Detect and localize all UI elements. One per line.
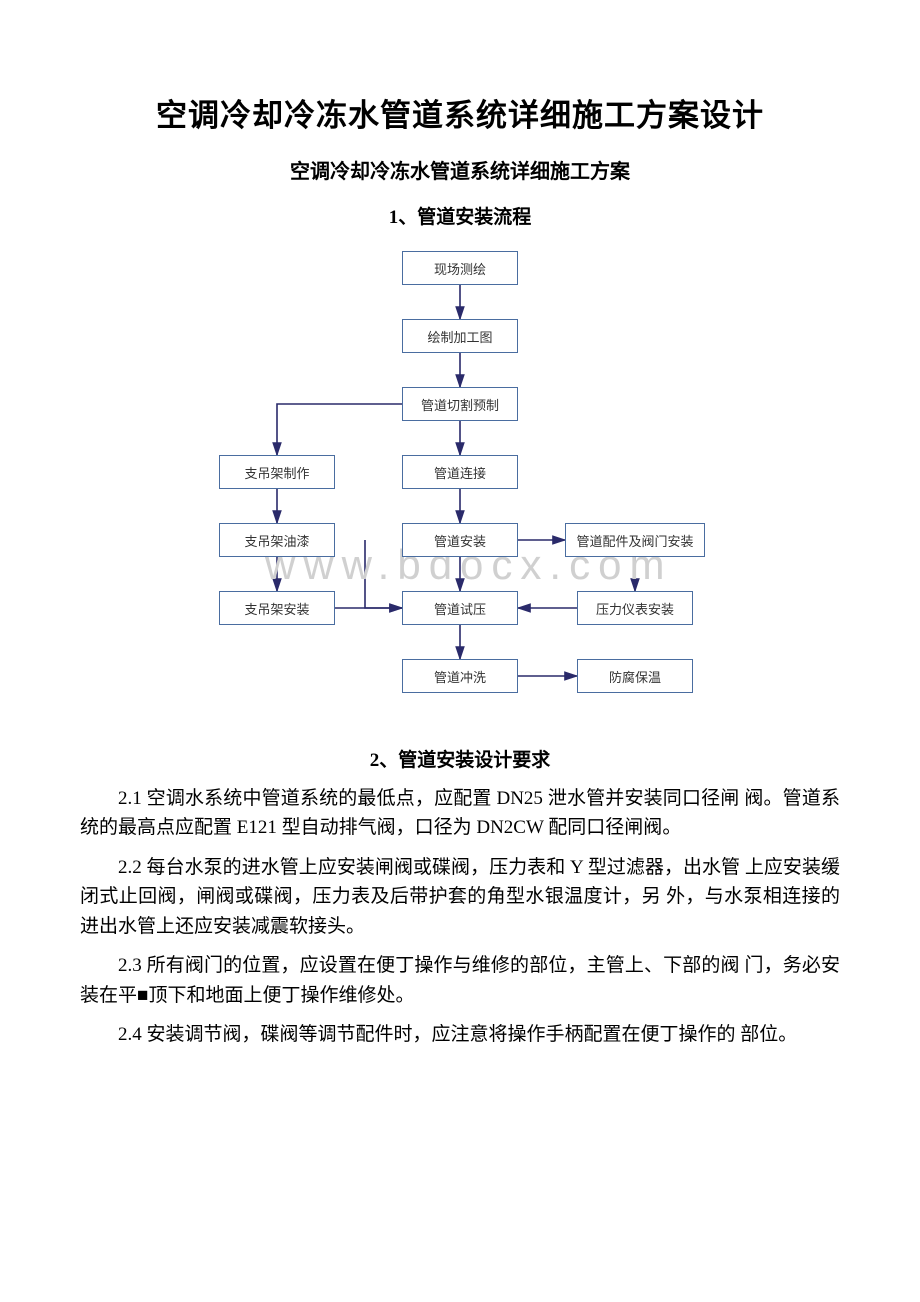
flow-node-n12: 管道冲洗 [402,659,518,693]
paragraph-2-2: 2.2 每台水泵的进水管上应安装闸阀或碟阀，压力表和 Y 型过滤器，出水管 上应… [80,853,840,941]
flow-node-n4: 支吊架制作 [219,455,335,489]
flow-node-n8: 管道配件及阀门安装 [565,523,705,557]
paragraph-2-3: 2.3 所有阀门的位置，应设置在便丁操作与维修的部位，主管上、下部的阀 门，务必… [80,951,840,1010]
flow-node-n2: 绘制加工图 [402,319,518,353]
flow-node-n3: 管道切割预制 [402,387,518,421]
flow-node-n5: 管道连接 [402,455,518,489]
section-2-heading: 2、管道安装设计要求 [80,745,840,772]
doc-subtitle: 空调冷却冷冻水管道系统详细施工方案 [80,155,840,184]
flow-node-n13: 防腐保温 [577,659,693,693]
paragraph-2-1: 2.1 空调水系统中管道系统的最低点，应配置 DN25 泄水管并安装同口径闸 阀… [80,784,840,843]
flow-node-n1: 现场测绘 [402,251,518,285]
flow-node-n11: 压力仪表安装 [577,591,693,625]
flow-node-n7: 管道安装 [402,523,518,557]
flow-node-n6: 支吊架油漆 [219,523,335,557]
flow-node-n10: 管道试压 [402,591,518,625]
flow-node-n9: 支吊架安装 [219,591,335,625]
flowchart: www.bdocx.com 现场测绘绘制加工图管道切割预制支吊架制作管道连接支吊… [205,241,715,731]
section-1-heading: 1、管道安装流程 [80,202,840,229]
paragraph-2-4: 2.4 安装调节阀，碟阀等调节配件时，应注意将操作手柄配置在便丁操作的 部位。 [80,1020,840,1049]
doc-title: 空调冷却冷冻水管道系统详细施工方案设计 [80,90,840,135]
